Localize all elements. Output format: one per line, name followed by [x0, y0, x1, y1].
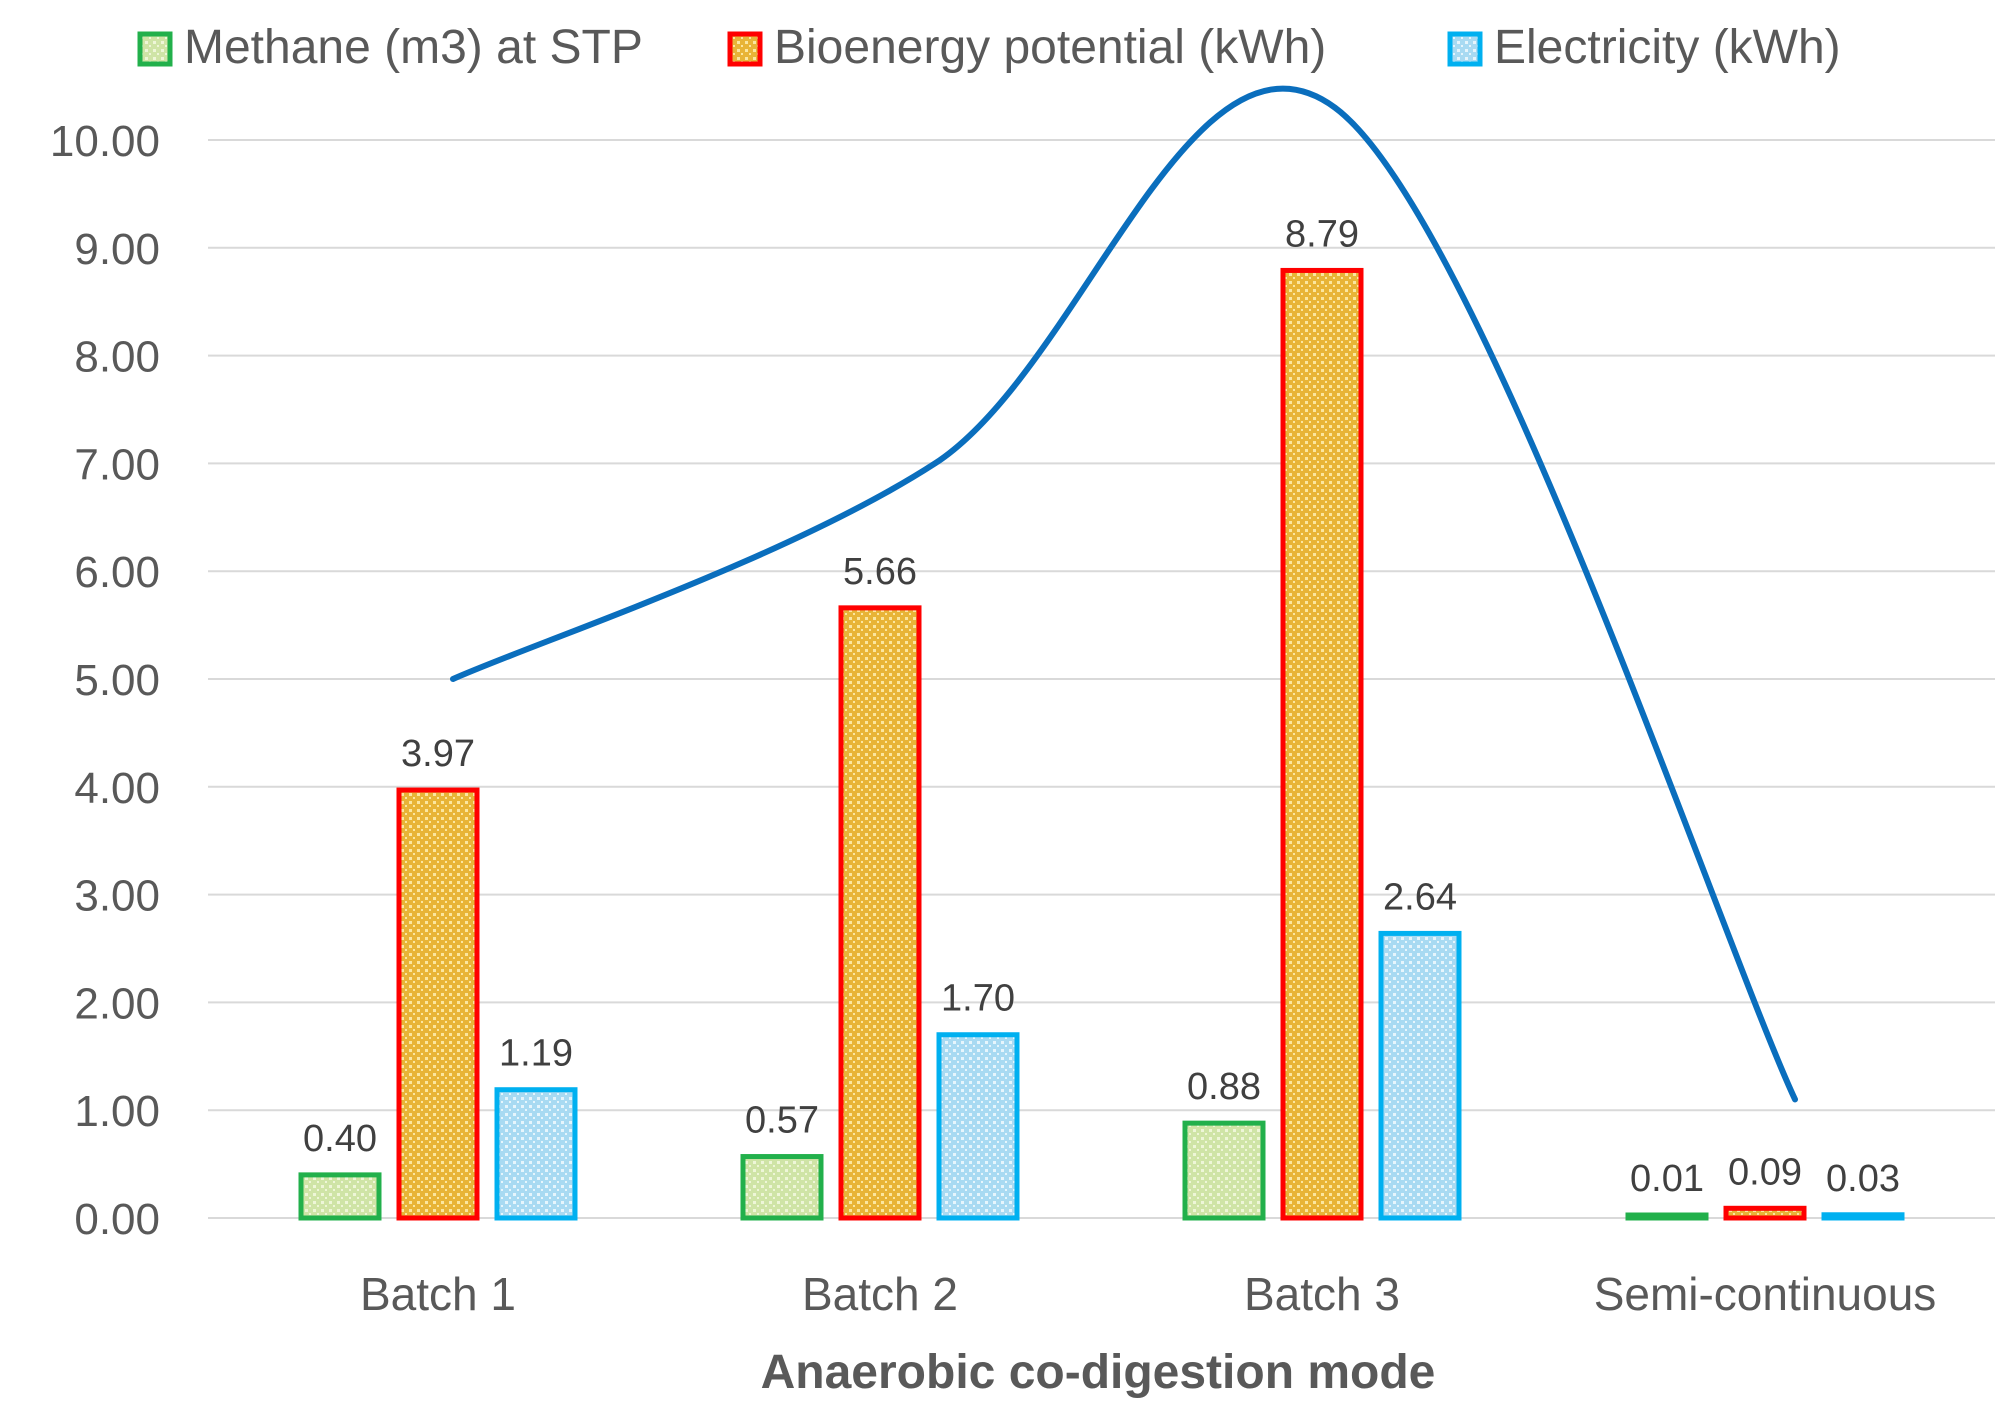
- data-label: 0.57: [745, 1100, 819, 1142]
- x-axis-category-labels: Batch 1 Batch 2 Batch 3 Semi-continuous: [360, 1268, 1936, 1320]
- legend-item: Bioenergy potential (kWh): [727, 21, 1326, 74]
- bar-methane-m3-at-stp-batch-1: [298, 1172, 382, 1221]
- legend-label: Electricity (kWh): [1494, 21, 1841, 74]
- data-label: 2.64: [1383, 876, 1457, 918]
- bar-bioenergy-potential-kwh--batch-1: [396, 787, 480, 1221]
- legend-swatch: [1447, 31, 1483, 67]
- data-label: 0.88: [1187, 1066, 1261, 1108]
- legend-swatch: [137, 31, 173, 67]
- bars: [298, 267, 1905, 1221]
- data-label: 3.97: [401, 733, 475, 775]
- x-category-label: Semi-continuous: [1594, 1268, 1937, 1320]
- legend-label: Methane (m3) at STP: [184, 21, 643, 74]
- data-label: 1.19: [499, 1033, 573, 1075]
- data-label: 8.79: [1285, 213, 1359, 255]
- y-tick-label: 7.00: [74, 440, 160, 489]
- y-tick-label: 1.00: [74, 1087, 160, 1136]
- legend-item: Methane (m3) at STP: [137, 21, 643, 74]
- y-axis-tick-labels: 0.00 1.00 2.00 3.00 4.00 5.00 6.00 7.00 8.00 9.00…: [50, 117, 160, 1244]
- bar-bioenergy-potential-kwh--batch-3: [1280, 267, 1364, 1221]
- bar-methane-m3-at-stp-batch-3: [1182, 1120, 1266, 1221]
- y-tick-label: 10.00: [50, 117, 160, 166]
- bar-electricity-kwh--batch-2: [936, 1032, 1020, 1221]
- trend-line-group: [450, 85, 1798, 1103]
- y-tick-label: 6.00: [74, 548, 160, 597]
- x-category-label: Batch 1: [360, 1268, 516, 1320]
- legend-label: Bioenergy potential (kWh): [774, 21, 1326, 74]
- x-category-label: Batch 3: [1244, 1268, 1400, 1320]
- y-tick-label: 4.00: [74, 764, 160, 813]
- bar-electricity-kwh--batch-1: [494, 1087, 578, 1221]
- y-tick-label: 0.00: [74, 1195, 160, 1244]
- trend-line: [450, 85, 1798, 1103]
- y-tick-label: 3.00: [74, 872, 160, 921]
- data-label: 0.03: [1826, 1158, 1900, 1200]
- bar-methane-m3-at-stp-batch-2: [740, 1154, 824, 1221]
- y-tick-label: 5.00: [74, 656, 160, 705]
- y-tick-label: 9.00: [74, 225, 160, 274]
- bar-electricity-kwh--semi-continuous: [1821, 1212, 1905, 1221]
- legend-item: Electricity (kWh): [1447, 21, 1841, 74]
- data-label: 0.09: [1728, 1151, 1802, 1193]
- legend: Methane (m3) at STP Bioenergy potential (…: [137, 21, 1841, 74]
- data-label: 5.66: [843, 551, 917, 593]
- y-tick-label: 8.00: [74, 333, 160, 382]
- data-label: 0.40: [303, 1118, 377, 1160]
- x-axis-title: Anaerobic co-digestion mode: [761, 1346, 1436, 1399]
- bar-bioenergy-potential-kwh--semi-continuous: [1723, 1205, 1807, 1221]
- y-tick-label: 2.00: [74, 979, 160, 1028]
- bar-methane-m3-at-stp-semi-continuous: [1625, 1212, 1709, 1221]
- data-labels: 0.40 3.97 1.19 0.57 5.66 1.70 0.88 8.79 2.64 0.01…: [303, 213, 1900, 1200]
- bar-electricity-kwh--batch-3: [1378, 930, 1462, 1221]
- data-label: 0.01: [1630, 1158, 1704, 1200]
- data-label: 1.70: [941, 978, 1015, 1020]
- x-category-label: Batch 2: [802, 1268, 958, 1320]
- legend-swatch: [727, 31, 763, 67]
- bar-bioenergy-potential-kwh--batch-2: [838, 605, 922, 1221]
